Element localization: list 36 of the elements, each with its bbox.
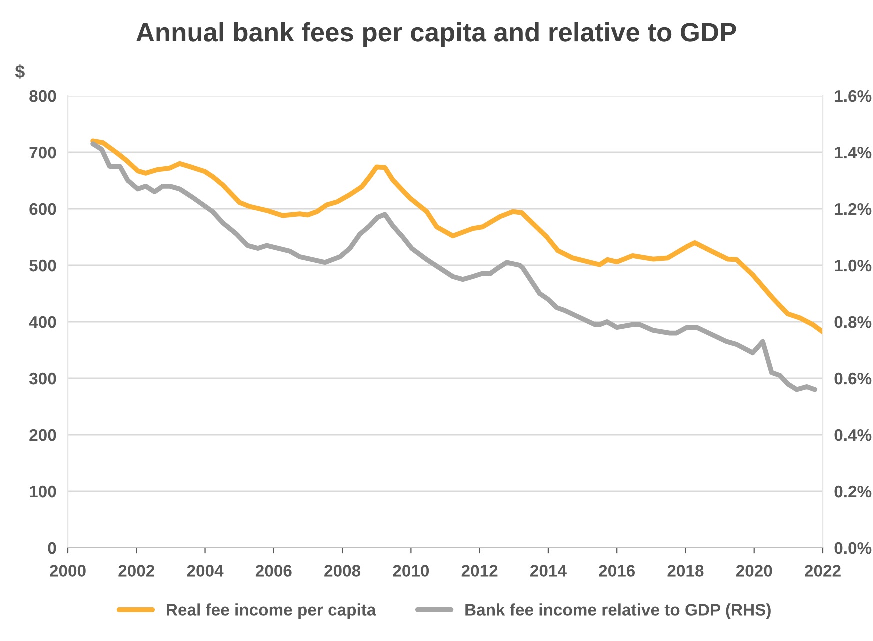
x-tick-label: 2010 (393, 565, 430, 577)
y-tick-label: 500 (30, 260, 56, 272)
x-tick-label: 2012 (462, 565, 498, 577)
line-series (90, 142, 818, 392)
chart-title: Annual bank fees per capita and relative to GDP (136, 22, 736, 48)
y2-tick-label: 0.8% (834, 316, 872, 328)
y2-tick-label: 1.2% (835, 203, 872, 216)
x-tick-label: 2016 (599, 565, 636, 577)
y-tick-label: 100 (30, 486, 56, 498)
y-tick-label: 0 (48, 542, 56, 554)
x-tick-label: 2014 (530, 565, 567, 577)
legend-label: Bank fee income relative to GDP (RHS) (466, 604, 771, 620)
x-tick-label: 2008 (324, 565, 361, 577)
y2-tick-label: 1.4% (835, 146, 872, 159)
x-tick-label: 2006 (256, 565, 292, 577)
x-tick-label: 2020 (736, 565, 772, 577)
x-tick-label: 2004 (187, 565, 224, 577)
y-tick-label: 800 (30, 90, 56, 102)
y2-tick-label: 1.6% (835, 90, 872, 102)
y-tick-label: 300 (29, 372, 56, 385)
y2-tick-label: 0.0% (834, 542, 872, 554)
y-tick-label: 700 (30, 146, 56, 159)
y-tick-label: 600 (30, 203, 56, 216)
legend-label: Real fee income per capita (167, 604, 376, 620)
x-tick-label: 2018 (668, 565, 704, 577)
y2-tick-label: 0.4% (834, 429, 872, 442)
y-tick-label: 400 (29, 316, 56, 328)
y2-tick-label: 1.0% (835, 260, 872, 272)
x-tick-label: 2000 (50, 565, 86, 577)
y-axis-title: $ (15, 64, 25, 80)
y2-tick-label: 0.2% (834, 486, 872, 498)
line-series (90, 138, 823, 335)
y2-tick-label: 0.6% (834, 372, 872, 385)
y-tick-label: 200 (30, 429, 56, 442)
x-tick-label: 2022 (805, 565, 841, 577)
x-tick-label: 2002 (118, 565, 155, 577)
